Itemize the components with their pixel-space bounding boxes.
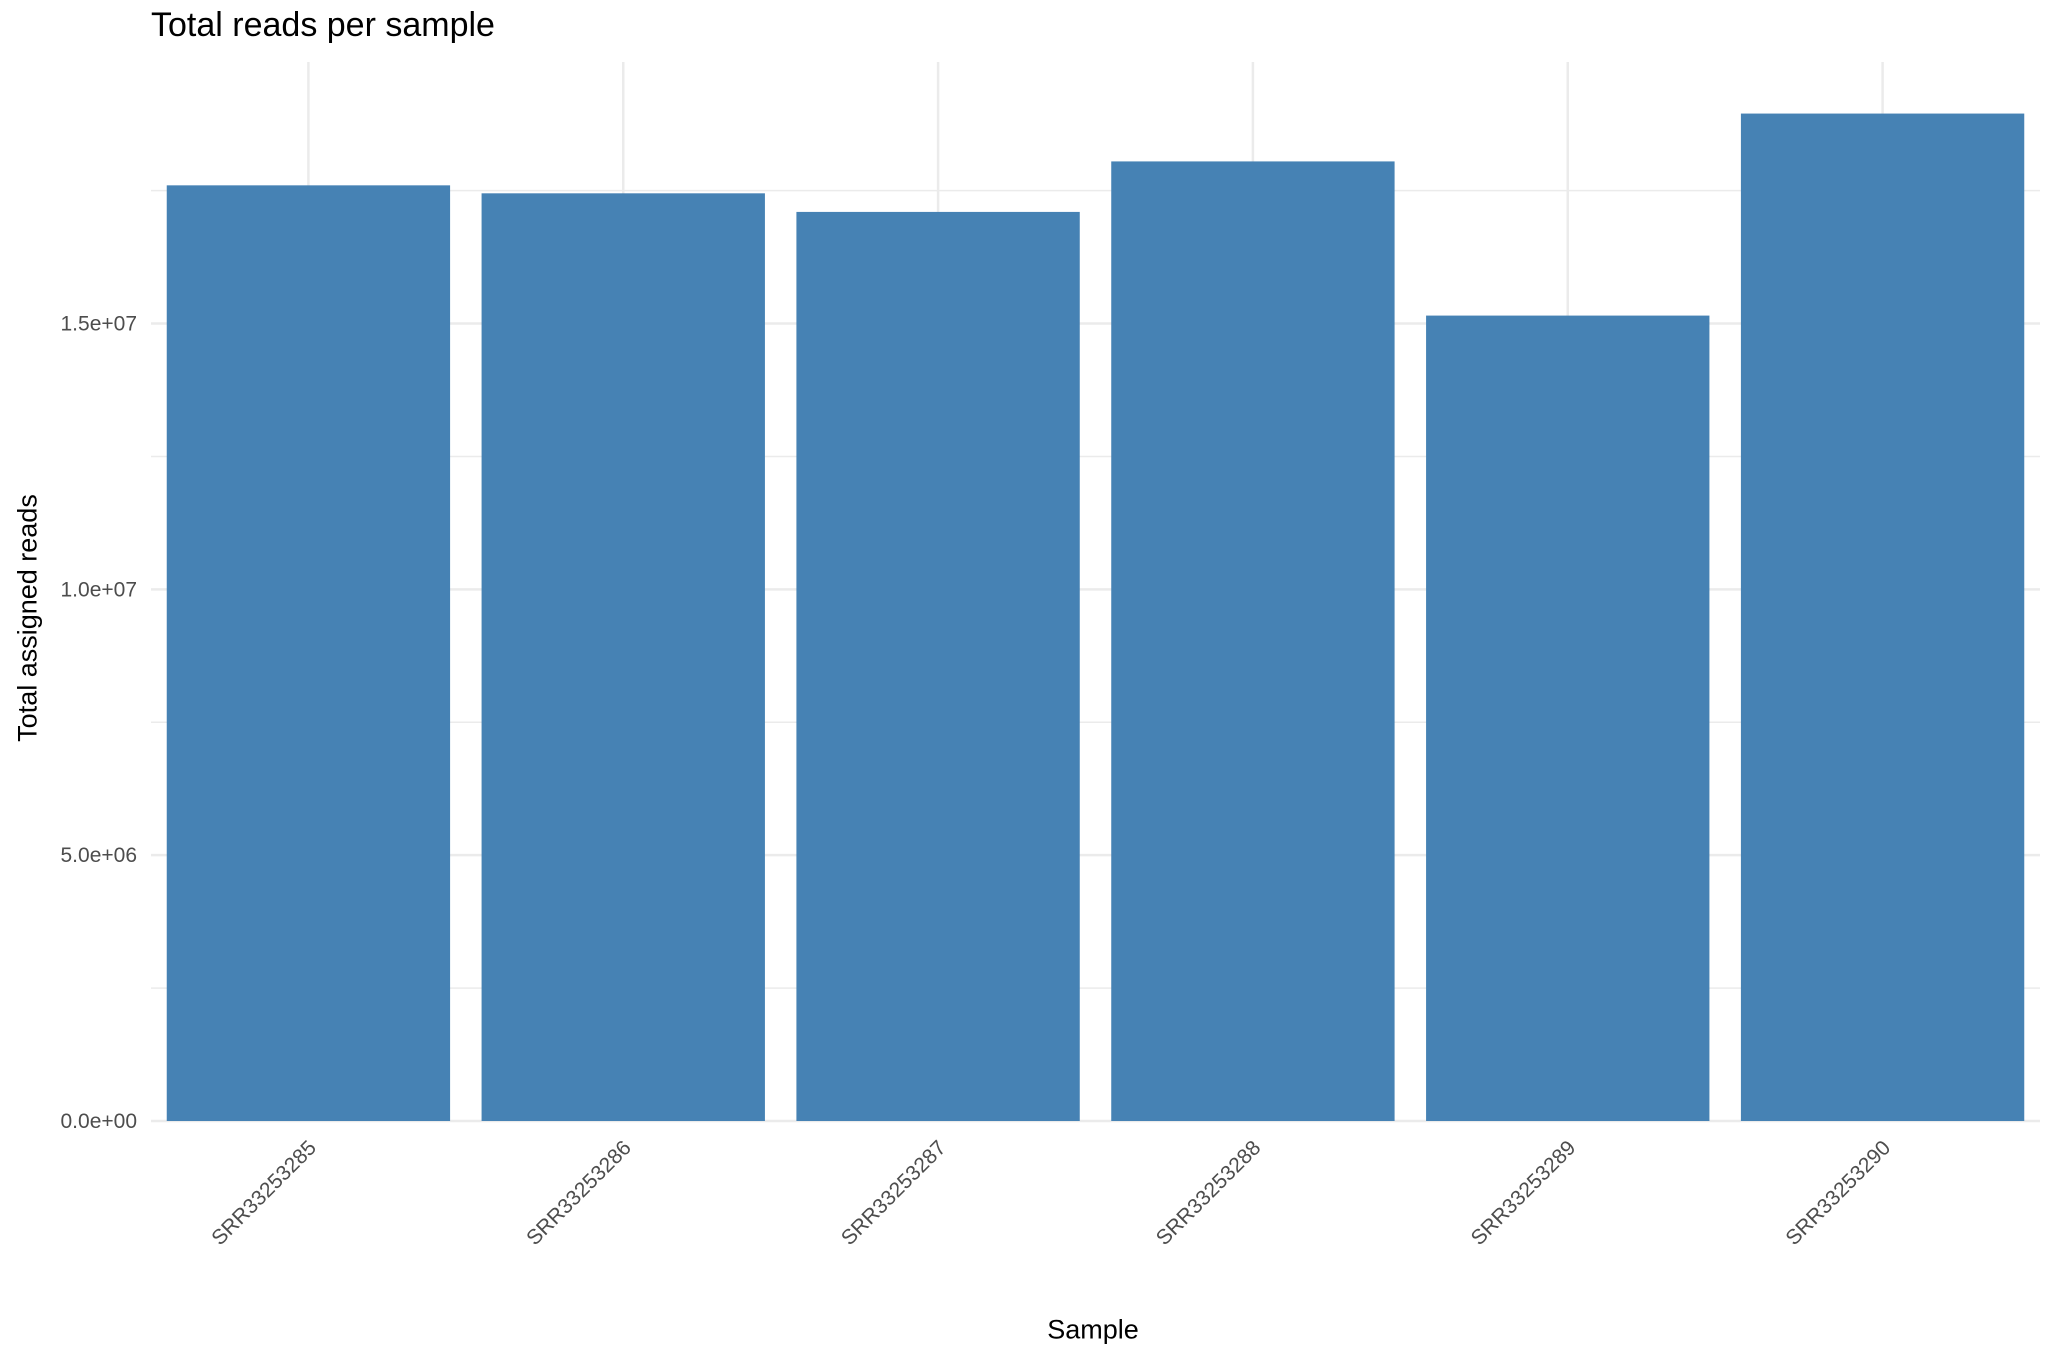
bar-SRR33253287 bbox=[796, 211, 1080, 1121]
x-tick-label: SRR33253289 bbox=[1467, 1136, 1581, 1250]
y-tick-label: 1.5e+07 bbox=[61, 313, 138, 336]
bar-SRR33253286 bbox=[481, 193, 765, 1121]
x-tick-label: SRR33253286 bbox=[522, 1136, 636, 1250]
x-tick-label: SRR33253287 bbox=[837, 1136, 951, 1250]
y-tick-label: 5.0e+06 bbox=[61, 844, 138, 867]
bar-SRR33253290 bbox=[1740, 113, 2025, 1122]
chart-title: Total reads per sample bbox=[151, 6, 495, 44]
bar-SRR33253289 bbox=[1426, 315, 1710, 1122]
y-tick-label: 0.0e+00 bbox=[61, 1110, 138, 1133]
x-tick-label: SRR33253290 bbox=[1781, 1136, 1895, 1250]
bar-SRR33253288 bbox=[1111, 161, 1395, 1121]
x-tick-label: SRR33253288 bbox=[1152, 1136, 1266, 1250]
x-tick-label: SRR33253285 bbox=[207, 1136, 321, 1250]
x-axis-title: Sample bbox=[1047, 1314, 1139, 1345]
bar-SRR33253285 bbox=[166, 185, 451, 1122]
y-tick-label: 1.0e+07 bbox=[61, 578, 138, 601]
bars bbox=[166, 113, 2025, 1122]
